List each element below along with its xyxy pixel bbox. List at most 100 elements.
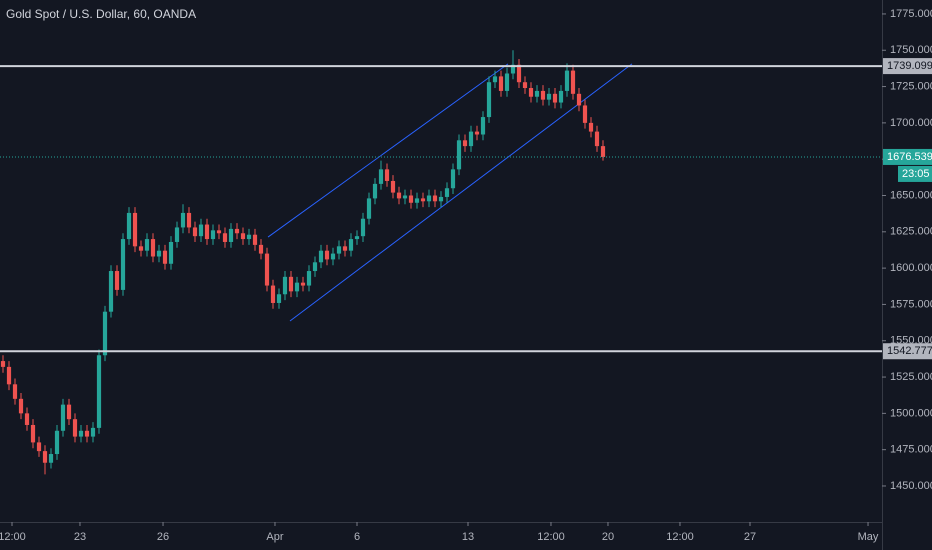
candle-body [462, 140, 468, 147]
candle-body [288, 276, 294, 292]
candle-body [516, 64, 522, 83]
candle-body [306, 271, 312, 286]
last-price-label: 1676.539 [887, 151, 932, 163]
candle-body [330, 253, 336, 260]
candle-body [546, 93, 552, 100]
candle-body [414, 198, 420, 203]
candle-body [486, 82, 492, 118]
y-tick-label: 1575.000 [890, 298, 932, 310]
candle-body [246, 234, 252, 240]
candle-body [228, 228, 234, 242]
chart-title: Gold Spot / U.S. Dollar, 60, OANDA [6, 7, 196, 21]
candle-body [192, 227, 198, 237]
x-tick-label: May [858, 531, 879, 543]
candle-body [372, 183, 378, 199]
candle-body [216, 230, 222, 234]
candle-body [444, 188, 450, 197]
candle-body [132, 212, 138, 247]
candle-body [126, 212, 132, 240]
last-price-box [883, 148, 932, 165]
candle-body [510, 64, 516, 74]
candle-body [360, 218, 366, 237]
y-tick-label: 1625.000 [890, 226, 932, 238]
candle-body [102, 311, 108, 356]
candle-body [294, 282, 300, 292]
x-tick-label: 12:00 [666, 531, 694, 543]
candle-body [522, 82, 528, 89]
candle-body [78, 430, 84, 437]
price-label: 1739.099 [887, 60, 932, 72]
trend-line [267, 63, 509, 238]
x-tick-label: 27 [744, 531, 756, 543]
candle-body [558, 90, 564, 103]
candle-body [396, 192, 402, 199]
price-label: 1542.777 [887, 345, 932, 357]
candle-body [252, 234, 258, 245]
x-tick-label: 12:00 [0, 531, 26, 543]
candle-body [138, 246, 144, 251]
candle-body [42, 451, 48, 463]
countdown-label: 23:05 [902, 168, 930, 180]
candle-body [144, 239, 150, 251]
candle-body [198, 224, 204, 237]
candle-body [534, 90, 540, 97]
candle-body [114, 271, 120, 290]
price-label-box [883, 343, 932, 360]
candle-body [186, 212, 192, 228]
candle-body [222, 233, 228, 242]
candle-body [336, 246, 342, 254]
candle-body [402, 195, 408, 199]
candle-body [66, 404, 72, 420]
candle-body [270, 285, 276, 303]
x-tick-label: 26 [157, 531, 169, 543]
candle-body [588, 122, 594, 132]
candle-body [498, 76, 504, 91]
candle-body [324, 250, 330, 260]
candle-body [0, 361, 6, 367]
candle-body [474, 131, 480, 135]
candle-body [84, 430, 90, 437]
candle-body [354, 236, 360, 240]
candle-body [96, 355, 102, 428]
y-tick-label: 1525.000 [890, 371, 932, 383]
candle-body [420, 198, 426, 202]
candle-body [504, 73, 510, 91]
candle-body [60, 404, 66, 431]
candle-body [264, 253, 270, 286]
x-tick-label: 12:00 [537, 531, 565, 543]
y-tick-label: 1450.000 [890, 480, 932, 492]
candle-body [426, 195, 432, 202]
x-tick-label: 13 [462, 531, 474, 543]
candle-body [150, 239, 156, 257]
candle-body [342, 246, 348, 251]
candle-body [540, 90, 546, 100]
candle-body [120, 239, 126, 290]
candle-body [24, 413, 30, 425]
candle-body [48, 454, 54, 463]
candle-body [378, 169, 384, 184]
x-tick-label: 20 [602, 531, 614, 543]
candle-body [312, 262, 318, 272]
candle-body [480, 117, 486, 135]
candle-body [564, 70, 570, 91]
candle-body [54, 430, 60, 455]
candle-body [552, 93, 558, 103]
candle-body [12, 384, 18, 399]
candle-body [180, 212, 186, 228]
candle-body [600, 146, 606, 157]
candle-body [276, 294, 282, 303]
y-tick-label: 1500.000 [890, 407, 932, 419]
countdown-box [898, 165, 932, 182]
x-tick-label: Apr [266, 531, 283, 543]
candle-body [408, 195, 414, 203]
candle-body [576, 93, 582, 106]
candle-body [36, 442, 42, 452]
candle-body [348, 239, 354, 251]
candle-body [390, 180, 396, 193]
candle-body [6, 366, 12, 385]
candle-body [210, 230, 216, 240]
candle-body [570, 70, 576, 94]
candle-body [450, 169, 456, 189]
trend-line [289, 63, 633, 322]
